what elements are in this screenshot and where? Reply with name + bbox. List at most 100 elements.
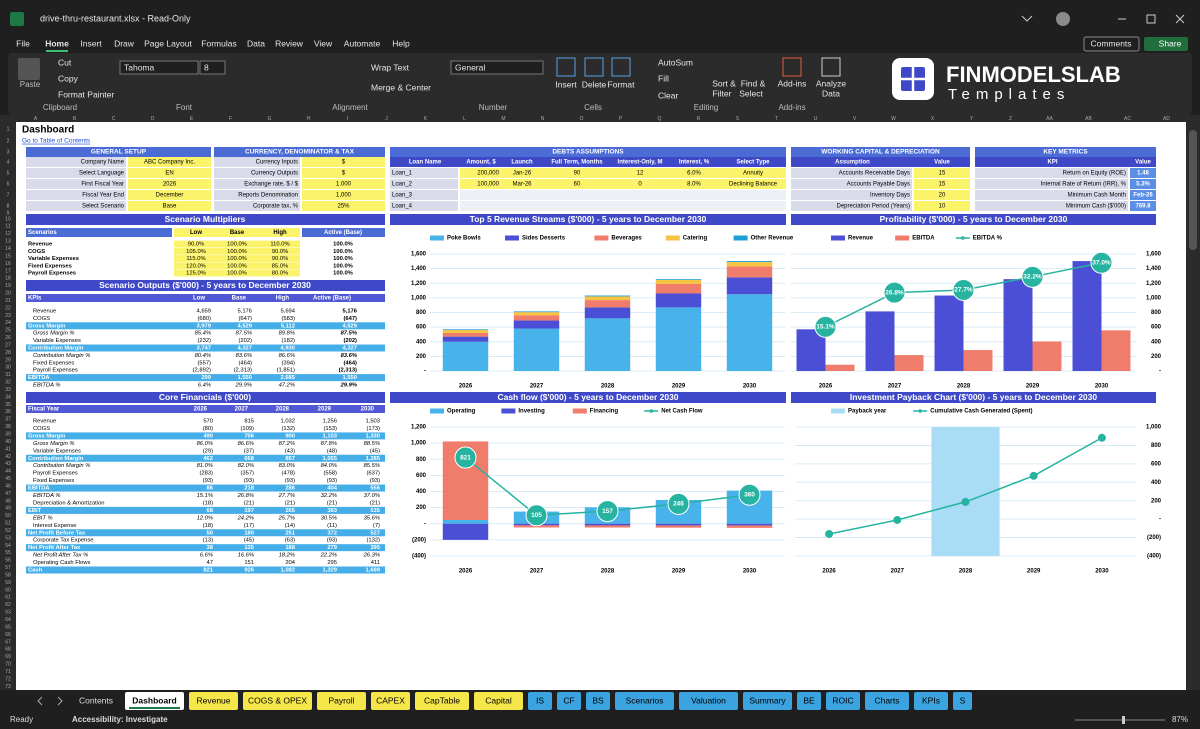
value-text: (93) (285, 478, 295, 484)
sort-filter[interactable]: Filter (713, 88, 732, 98)
sort-filter[interactable]: Sort & (712, 78, 736, 88)
merge-center[interactable]: Merge & Center (371, 82, 431, 92)
paste[interactable]: Paste (20, 80, 41, 89)
zoom-thumb[interactable] (1122, 716, 1125, 724)
sheet-tab[interactable] (189, 692, 238, 710)
cut[interactable]: Cut (58, 57, 72, 67)
sheet-tab-label[interactable]: Summary (749, 695, 786, 705)
paste-icon[interactable] (18, 58, 40, 80)
tab-prev[interactable] (37, 696, 43, 706)
sheet-tab-label[interactable]: Valuation (691, 695, 726, 705)
legend-swatch (501, 408, 516, 414)
menu-item[interactable]: Page Layout (144, 38, 192, 48)
format-painter[interactable]: Format Painter (58, 89, 114, 99)
menu-item[interactable]: File (16, 38, 30, 48)
data-label: 105 (531, 512, 542, 519)
status-accessibility[interactable]: Accessibility: Investigate (72, 715, 168, 724)
wrap-text[interactable]: Wrap Text (371, 62, 410, 72)
insert-icon[interactable] (556, 57, 576, 77)
sheet-tab-label[interactable]: CAPEX (376, 695, 405, 705)
analyze-icon[interactable] (821, 57, 841, 77)
comments-label[interactable]: Comments (1090, 38, 1131, 48)
sheet-tab[interactable] (586, 692, 610, 710)
value-text: 85.5% (364, 463, 380, 469)
sheet-tab-label[interactable]: Payroll (329, 695, 355, 705)
sheet-tab[interactable] (865, 692, 909, 710)
comments-button[interactable] (1083, 36, 1140, 52)
sheet-tab-label[interactable]: Scenarios (626, 695, 664, 705)
sheet-tab[interactable] (679, 692, 738, 710)
add-ins-icon[interactable] (782, 57, 802, 77)
sheet-tab[interactable] (528, 692, 552, 710)
sheet-tab[interactable] (317, 692, 366, 710)
sheet-tab-label[interactable]: COGS & OPEX (248, 695, 307, 705)
menu-item[interactable]: Insert (80, 38, 102, 48)
row-header: 47 (5, 491, 11, 497)
tab-next[interactable] (57, 696, 63, 706)
toc-link[interactable]: Go to Table of Contents (22, 138, 91, 145)
sheet-tab-label[interactable]: BS (592, 695, 604, 705)
avatar[interactable] (1056, 12, 1070, 26)
sheet-tab-label[interactable]: Revenue (196, 695, 230, 705)
sheet-tab-label[interactable]: S (960, 695, 966, 705)
sheet-tab[interactable] (826, 692, 860, 710)
sheet-tab[interactable] (953, 692, 972, 710)
sheet-tab[interactable] (914, 692, 948, 710)
sheet-tab-label[interactable]: CF (563, 695, 574, 705)
restore[interactable] (1146, 14, 1156, 24)
find-select[interactable]: Find & (741, 78, 766, 88)
value-text: (647) (343, 316, 357, 322)
analyze-data[interactable]: Data (822, 88, 840, 98)
menu-item[interactable]: Data (247, 38, 265, 48)
delete[interactable]: Delete (582, 79, 607, 89)
add-ins[interactable]: Add-ins (778, 78, 807, 88)
sheet-tab-label[interactable]: Charts (874, 695, 899, 705)
menu-item[interactable]: Help (392, 38, 410, 48)
fill[interactable]: Fill (658, 73, 669, 83)
search-icon[interactable] (1021, 15, 1033, 22)
format[interactable]: Format (608, 79, 636, 89)
font-box[interactable] (119, 60, 199, 75)
autosum[interactable]: AutoSum (658, 57, 693, 67)
menu-item[interactable]: Formulas (201, 38, 236, 48)
sheet-tab[interactable] (797, 692, 821, 710)
copy[interactable]: Copy (58, 73, 79, 83)
share-label[interactable]: Share (1159, 38, 1182, 48)
sheet-tab-label[interactable]: KPIs (922, 695, 940, 705)
insert[interactable]: Insert (555, 79, 577, 89)
number-format-box[interactable] (450, 60, 544, 75)
share-button[interactable] (1144, 37, 1188, 51)
format-icon[interactable] (611, 57, 631, 77)
scroll-thumb[interactable] (1189, 130, 1197, 250)
sheet-tab-label[interactable]: BE (803, 695, 815, 705)
sheet-tab-label[interactable]: Capital (485, 695, 512, 705)
font-size[interactable]: 8 (204, 62, 209, 72)
delete-icon[interactable] (584, 57, 604, 77)
sheet-tab-label[interactable]: Dashboard (132, 695, 176, 705)
sheet-tab-label[interactable]: CapTable (424, 695, 460, 705)
analyze-data[interactable]: Analyze (816, 78, 847, 88)
sheet-tab[interactable] (474, 692, 523, 710)
sheet-tab[interactable] (615, 692, 674, 710)
menu-item[interactable]: Automate (344, 38, 381, 48)
clear[interactable]: Clear (658, 90, 678, 100)
font-name[interactable]: Tahoma (124, 62, 155, 72)
close[interactable] (1175, 14, 1185, 24)
sheet-tab[interactable] (743, 692, 792, 710)
sheet-tab[interactable] (371, 692, 410, 710)
menu-item[interactable]: View (314, 38, 333, 48)
sheet-tab[interactable] (243, 692, 312, 710)
find-select[interactable]: Select (739, 88, 763, 98)
sheet-tab-label[interactable]: IS (536, 695, 544, 705)
scrollbar[interactable] (1186, 122, 1200, 690)
sheet-tab-label[interactable]: ROIC (832, 695, 853, 705)
sheet-tab[interactable]: Contents (79, 695, 113, 705)
menu-item[interactable]: Home (45, 38, 69, 48)
menu-item[interactable]: Draw (114, 38, 135, 48)
sheet-tab[interactable] (557, 692, 581, 710)
sheet-tab[interactable] (125, 692, 184, 710)
menu-item[interactable]: Review (275, 38, 304, 48)
number-format[interactable]: General (455, 62, 485, 72)
size-box[interactable] (199, 60, 226, 75)
sheet-tab[interactable] (415, 692, 469, 710)
